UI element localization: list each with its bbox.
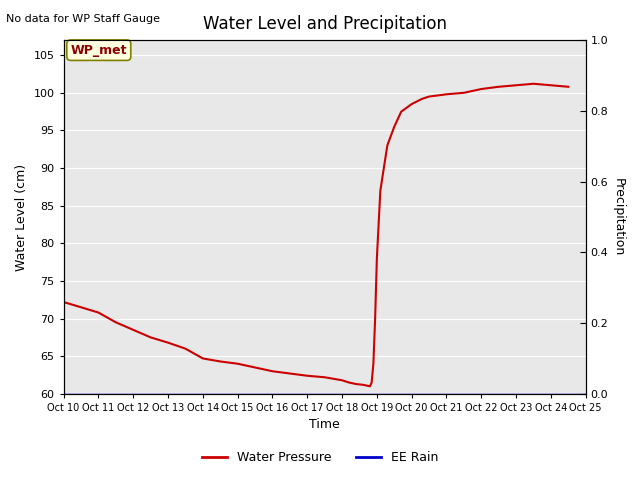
Text: No data for WP Staff Gauge: No data for WP Staff Gauge bbox=[6, 14, 161, 24]
X-axis label: Time: Time bbox=[309, 419, 340, 432]
Y-axis label: Precipitation: Precipitation bbox=[612, 178, 625, 256]
Text: WP_met: WP_met bbox=[70, 44, 127, 57]
Y-axis label: Water Level (cm): Water Level (cm) bbox=[15, 163, 28, 271]
Title: Water Level and Precipitation: Water Level and Precipitation bbox=[203, 15, 447, 33]
Legend: Water Pressure, EE Rain: Water Pressure, EE Rain bbox=[196, 446, 444, 469]
